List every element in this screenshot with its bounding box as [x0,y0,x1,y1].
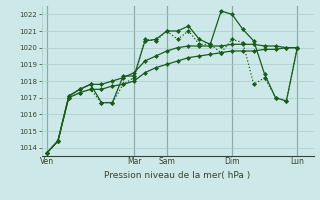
X-axis label: Pression niveau de la mer( hPa ): Pression niveau de la mer( hPa ) [104,171,251,180]
